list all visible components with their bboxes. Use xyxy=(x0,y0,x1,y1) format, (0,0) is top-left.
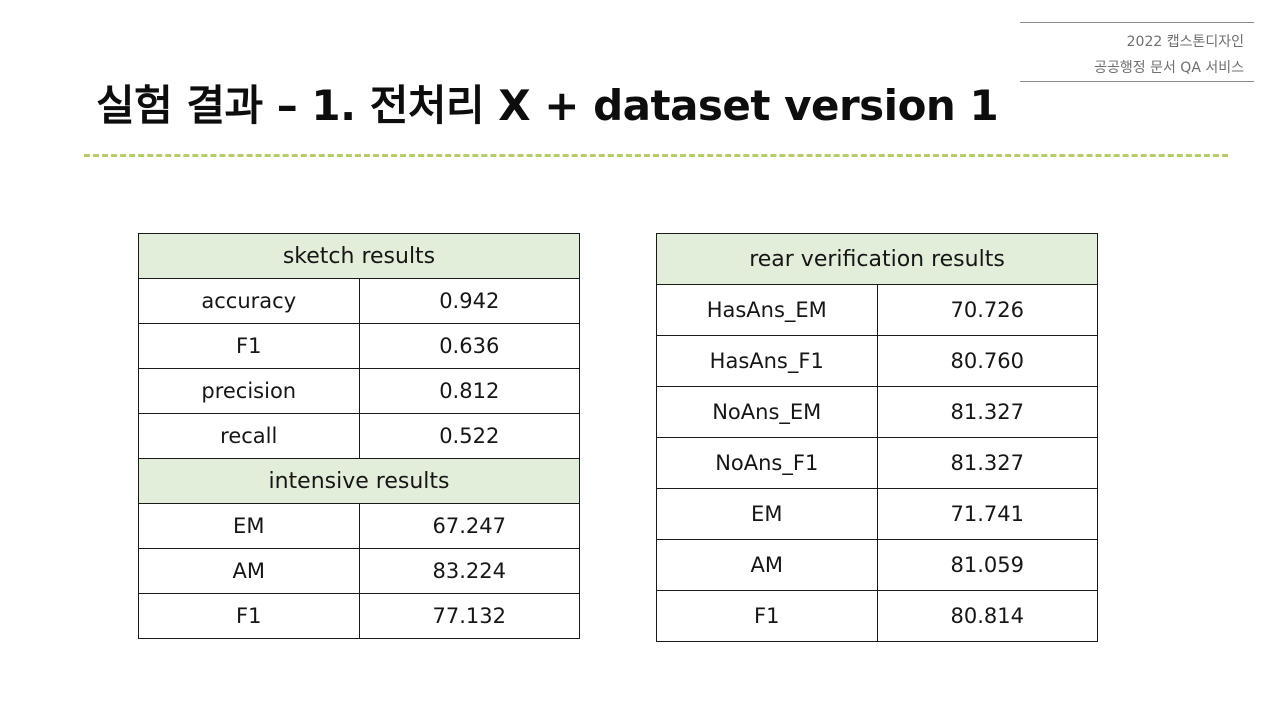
table-row: recall 0.522 xyxy=(138,413,580,459)
slide-title: 실험 결과 – 1. 전처리 X + dataset version 1 xyxy=(96,81,999,130)
metric-value: 0.942 xyxy=(358,278,580,324)
metric-value: 81.327 xyxy=(876,437,1098,489)
metric-value: 71.741 xyxy=(876,488,1098,540)
table-row: EM 67.247 xyxy=(138,503,580,549)
metric-label: EM xyxy=(656,488,878,540)
metric-label: recall xyxy=(138,413,360,459)
metric-value: 0.812 xyxy=(358,368,580,414)
metric-value: 70.726 xyxy=(876,284,1098,336)
table-row: HasAns_F1 80.760 xyxy=(656,335,1098,387)
metric-label: F1 xyxy=(656,590,878,642)
metric-value: 80.760 xyxy=(876,335,1098,387)
metric-value: 81.327 xyxy=(876,386,1098,438)
metric-label: HasAns_F1 xyxy=(656,335,878,387)
rear-verification-results-table: rear verification results HasAns_EM 70.7… xyxy=(656,233,1098,642)
metric-value: 80.814 xyxy=(876,590,1098,642)
metric-label: AM xyxy=(656,539,878,591)
metric-label: NoAns_EM xyxy=(656,386,878,438)
rear-verification-heading: rear verification results xyxy=(656,233,1098,285)
metric-label: EM xyxy=(138,503,360,549)
metric-value: 0.522 xyxy=(358,413,580,459)
intensive-results-heading: intensive results xyxy=(138,458,580,504)
title-divider xyxy=(84,154,1228,157)
metric-value: 77.132 xyxy=(358,593,580,639)
header-bottom-rule xyxy=(1020,81,1254,82)
table-section-row: sketch results xyxy=(138,233,580,279)
table-row: AM 81.059 xyxy=(656,539,1098,591)
metric-value: 81.059 xyxy=(876,539,1098,591)
table-section-row: intensive results xyxy=(138,458,580,504)
metric-label: F1 xyxy=(138,593,360,639)
table-row: HasAns_EM 70.726 xyxy=(656,284,1098,336)
project-label: 공공행정 문서 QA 서비스 xyxy=(1094,60,1244,76)
metric-label: NoAns_F1 xyxy=(656,437,878,489)
sketch-intensive-results-table: sketch results accuracy 0.942 F1 0.636 p… xyxy=(138,233,580,639)
table-row: NoAns_EM 81.327 xyxy=(656,386,1098,438)
table-row: NoAns_F1 81.327 xyxy=(656,437,1098,489)
table-row: F1 80.814 xyxy=(656,590,1098,642)
course-label: 2022 캡스톤디자인 xyxy=(1126,34,1244,50)
table-row: accuracy 0.942 xyxy=(138,278,580,324)
sketch-results-heading: sketch results xyxy=(138,233,580,279)
metric-value: 67.247 xyxy=(358,503,580,549)
header-top-rule xyxy=(1020,22,1254,23)
metric-label: F1 xyxy=(138,323,360,369)
metric-label: HasAns_EM xyxy=(656,284,878,336)
metric-label: accuracy xyxy=(138,278,360,324)
table-row: F1 0.636 xyxy=(138,323,580,369)
table-section-row: rear verification results xyxy=(656,233,1098,285)
table-row: EM 71.741 xyxy=(656,488,1098,540)
metric-value: 0.636 xyxy=(358,323,580,369)
header-info: 2022 캡스톤디자인 공공행정 문서 QA 서비스 xyxy=(1020,22,1254,82)
table-row: precision 0.812 xyxy=(138,368,580,414)
table-row: AM 83.224 xyxy=(138,548,580,594)
metric-label: precision xyxy=(138,368,360,414)
metric-label: AM xyxy=(138,548,360,594)
metric-value: 83.224 xyxy=(358,548,580,594)
table-row: F1 77.132 xyxy=(138,593,580,639)
